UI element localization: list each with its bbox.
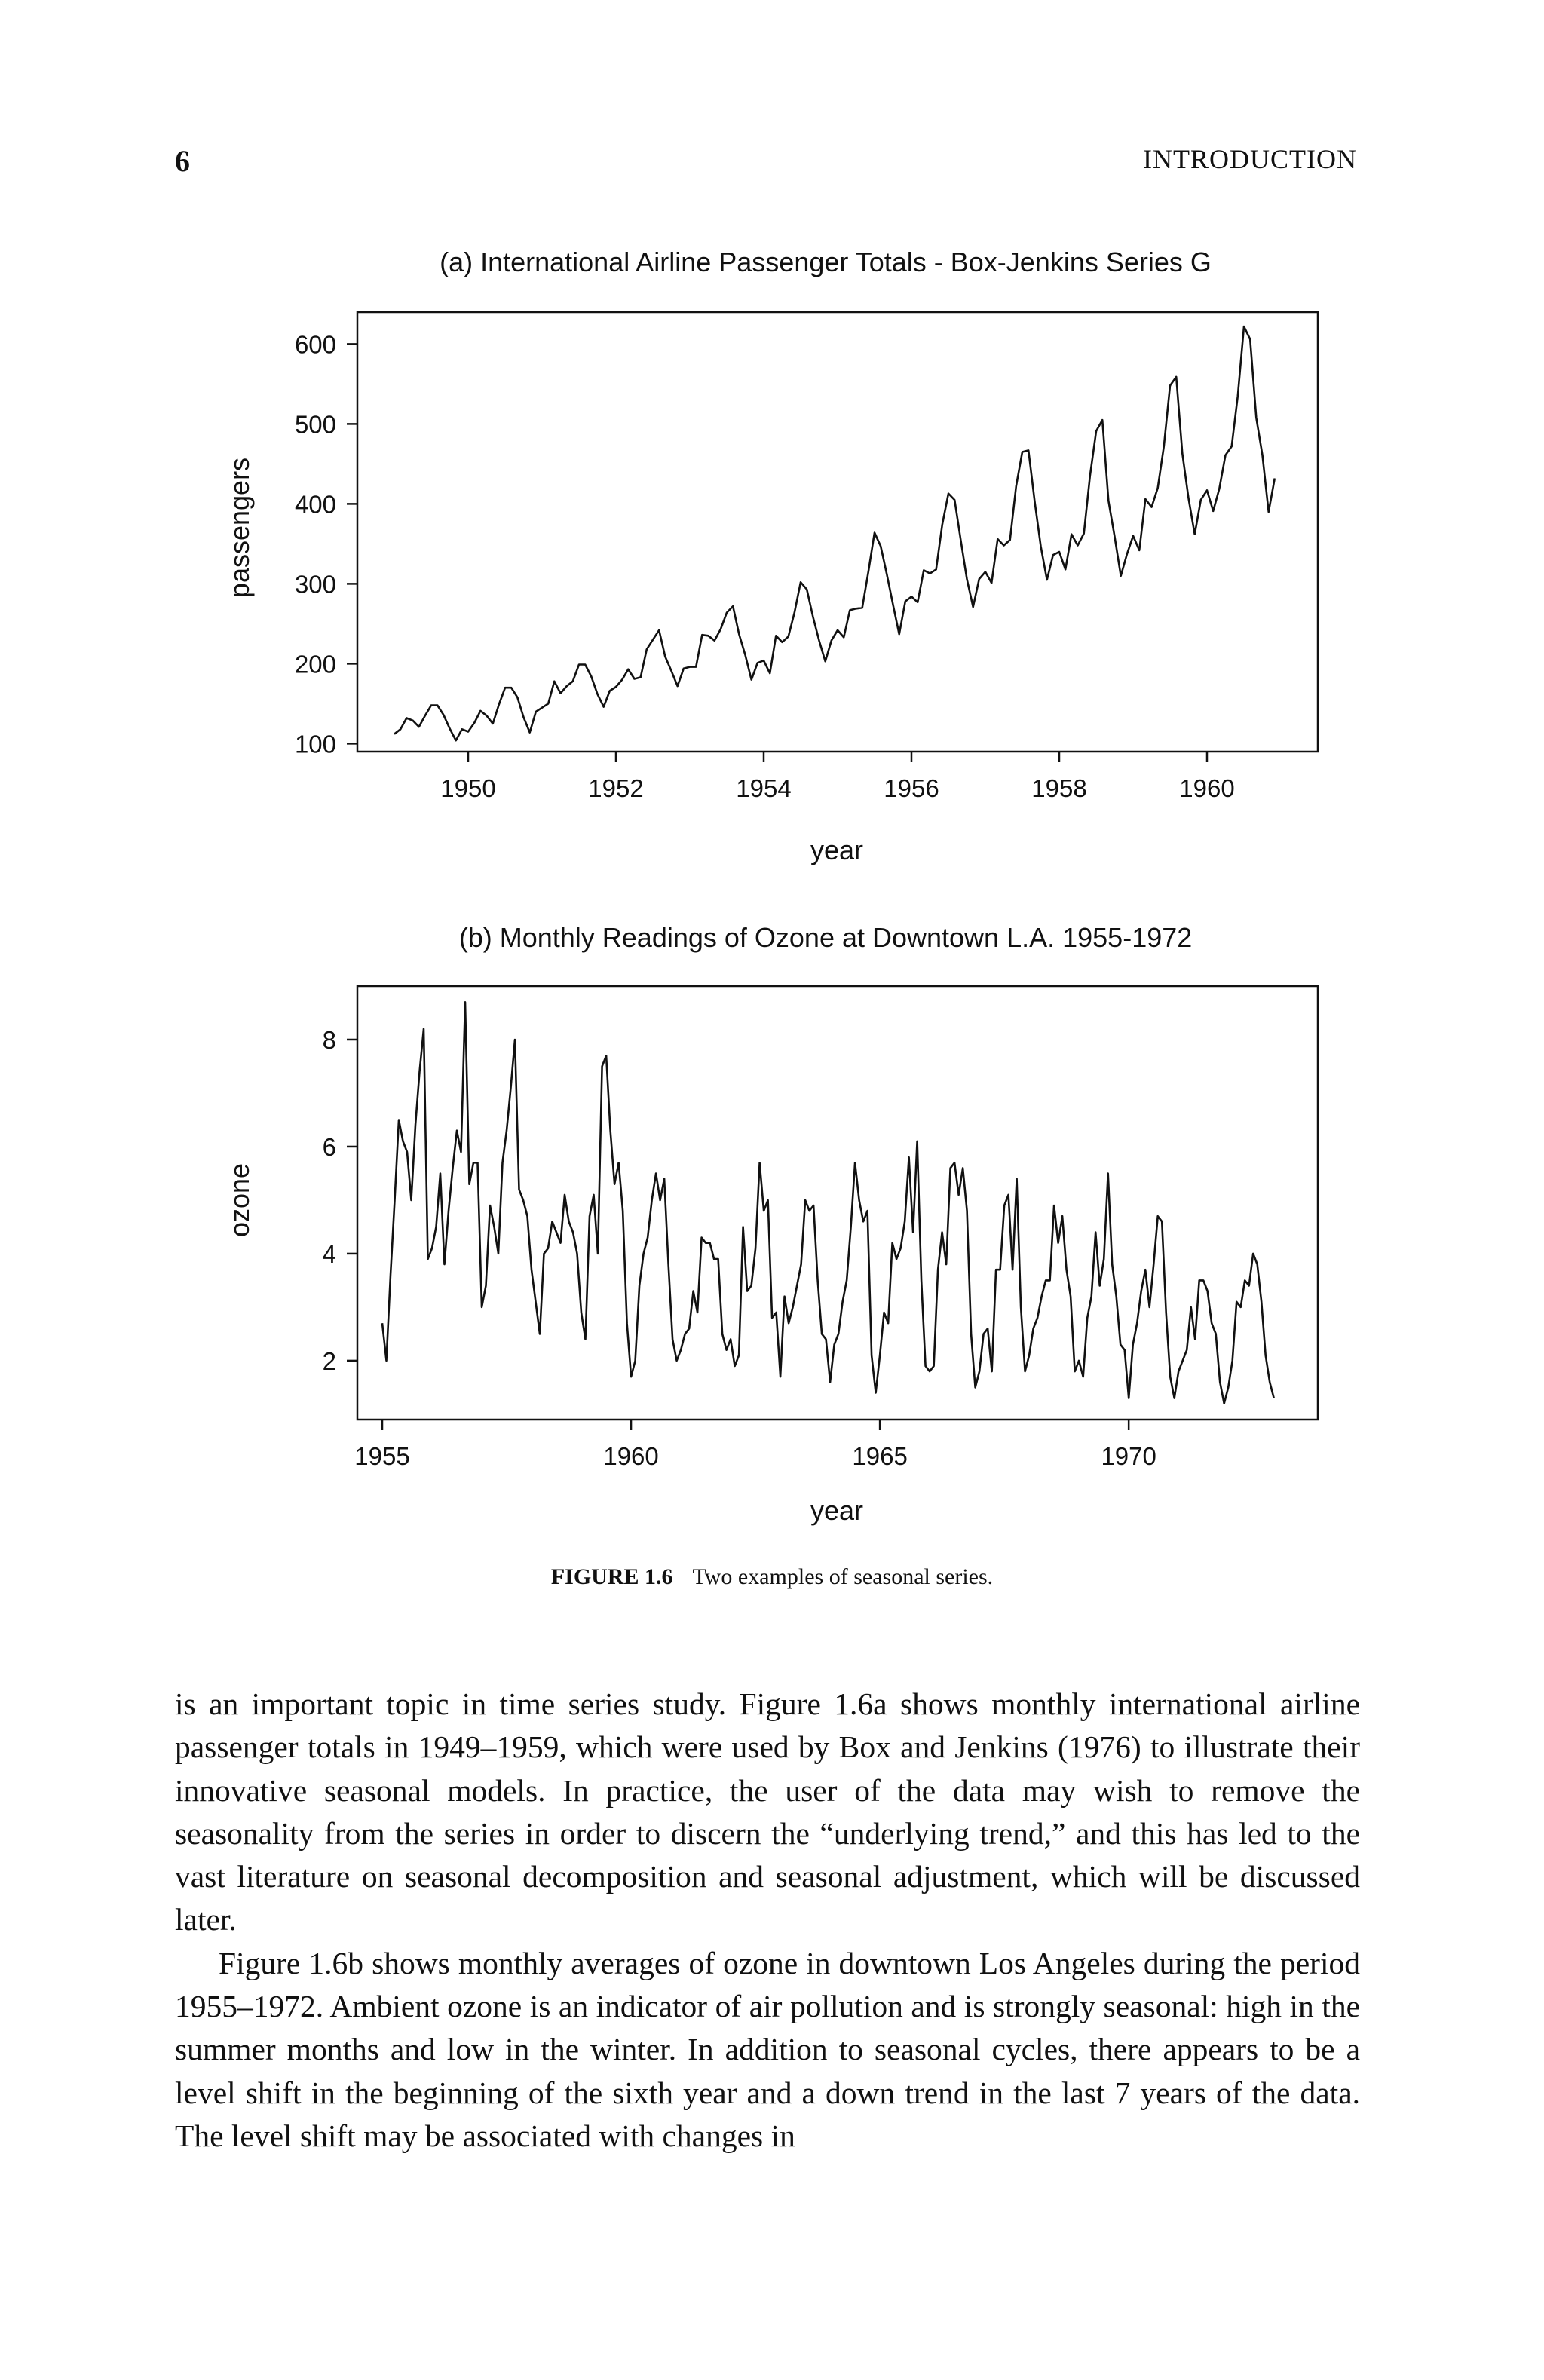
section-title: INTRODUCTION — [1143, 144, 1357, 174]
series-line — [394, 325, 1276, 742]
paragraph: is an important topic in time series stu… — [175, 1686, 1360, 1937]
y-tick-label: 100 — [295, 730, 336, 758]
y-axis-label: ozone — [224, 1163, 255, 1237]
y-tick-label: 8 — [323, 1026, 336, 1054]
figure-caption-text: Two examples of seasonal series. — [692, 1564, 994, 1589]
figure-label: FIGURE 1.6 — [550, 1564, 673, 1589]
page-number: 6 — [175, 144, 190, 178]
passenger-chart: (a) International Airline Passenger Tota… — [224, 247, 1319, 865]
x-tick-label: 1954 — [736, 774, 791, 802]
plot-frame — [356, 985, 1319, 1421]
body-text: is an important topic in time series stu… — [175, 1683, 1360, 2158]
x-tick-label: 1965 — [852, 1442, 907, 1470]
x-tick-label: 1955 — [354, 1442, 409, 1470]
y-tick-label: 500 — [295, 410, 336, 438]
y-tick-label: 600 — [295, 330, 336, 358]
y-tick-label: 200 — [295, 650, 336, 678]
x-tick-label: 1960 — [603, 1442, 658, 1470]
plot-frame — [356, 311, 1319, 753]
running-head: 6 INTRODUCTION — [175, 143, 1357, 188]
x-axis-label: year — [810, 1495, 863, 1526]
y-tick-label: 6 — [323, 1133, 336, 1161]
chart-title: (a) International Airline Passenger Tota… — [440, 247, 1212, 277]
x-tick-label: 1960 — [1179, 774, 1234, 802]
chart-title: (b) Monthly Readings of Ozone at Downtow… — [459, 922, 1193, 953]
x-axis-label: year — [810, 835, 863, 865]
x-tick-label: 1950 — [440, 774, 495, 802]
figure-caption: FIGURE 1.6 Two examples of seasonal serie… — [0, 1564, 1544, 1590]
y-tick-label: 2 — [323, 1347, 336, 1375]
series-line — [381, 1001, 1275, 1405]
y-tick-label: 4 — [323, 1240, 336, 1268]
x-tick-label: 1952 — [588, 774, 643, 802]
y-tick-label: 400 — [295, 490, 336, 518]
x-tick-label: 1956 — [884, 774, 939, 802]
x-tick-label: 1958 — [1031, 774, 1086, 802]
x-tick-label: 1970 — [1101, 1442, 1156, 1470]
paragraph: Figure 1.6b shows monthly averages of oz… — [175, 1945, 1360, 2153]
y-tick-label: 300 — [295, 570, 336, 598]
y-axis-label: passengers — [224, 458, 255, 598]
ozone-chart: (b) Monthly Readings of Ozone at Downtow… — [224, 922, 1319, 1526]
